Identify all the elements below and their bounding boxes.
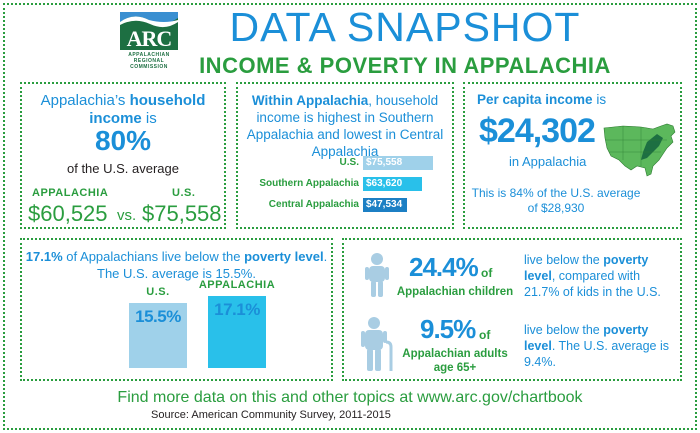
household-intro-bold: household income — [89, 92, 206, 127]
regional-bar-label: Southern Appalachia — [259, 178, 359, 189]
per-capita-label-bold: Per capita income — [477, 92, 593, 107]
per-capita-panel: Per capita income is $24,302 in Appalach… — [463, 82, 682, 229]
poverty-column-label: APPALACHIA — [198, 279, 276, 291]
regional-bar: $75,558 — [363, 156, 433, 170]
page-subtitle: INCOME & POVERTY IN APPALACHIA — [199, 53, 611, 78]
poverty-panel: 17.1% of Appalachians live below the pov… — [20, 238, 333, 381]
poverty-groups-panel: 24.4% of Appalachian children live below… — [342, 238, 682, 381]
regional-bar-value: $63,620 — [366, 178, 403, 189]
poverty-column: 17.1% — [208, 296, 266, 368]
seniors-desc-post: . The U.S. average is 9.4%. — [524, 339, 669, 369]
child-icon — [365, 253, 389, 297]
regional-bar-value: $47,534 — [366, 199, 403, 210]
seniors-desc-pre: live below the — [524, 323, 604, 337]
children-desc: live below the poverty level, compared w… — [524, 252, 676, 300]
seniors-who: Appalachian adults age 65+ — [402, 348, 508, 374]
us-income: $75,558 — [142, 201, 222, 226]
regional-bar: $47,534 — [363, 198, 408, 212]
household-percent: 80% — [94, 125, 152, 156]
logo-wave-icon — [120, 12, 178, 28]
poverty-column-value: 17.1% — [214, 300, 260, 319]
children-of: of — [481, 266, 493, 280]
senior-with-cane-icon — [361, 317, 393, 371]
poverty-column: 15.5% — [129, 302, 187, 368]
infographic-border — [3, 3, 697, 430]
household-income-panel: Appalachia’s household income is 80% of … — [20, 82, 226, 229]
arc-logo: ARC APPALACHIAN REGIONAL COMMISSION — [120, 12, 178, 74]
regional-intro-bold: Within Appalachia — [251, 93, 369, 108]
seniors-desc: live below the poverty level. The U.S. a… — [524, 322, 676, 370]
seniors-of: of — [479, 328, 491, 342]
poverty-intro-bold1: 17.1% — [25, 249, 63, 264]
page-title: DATA SNAPSHOT — [229, 4, 581, 50]
household-intro-pre: Appalachia’s — [40, 92, 130, 109]
us-label: U.S. — [172, 187, 196, 199]
poverty-intro: 17.1% of Appalachians live below the pov… — [22, 248, 331, 282]
regional-bar-label: U.S. — [339, 157, 359, 168]
poverty-column-label: U.S. — [146, 285, 170, 298]
poverty-intro-end: . The U.S. average is 15.5%. — [97, 249, 328, 281]
per-capita-label-rest: is — [592, 92, 607, 107]
appalachia-label: APPALACHIA — [32, 187, 109, 199]
versus-text: vs. — [117, 207, 137, 224]
poverty-intro-bold2: poverty level — [244, 249, 324, 264]
seniors-desc-bold: poverty level — [524, 323, 649, 353]
appalachia-income: $60,525 — [28, 201, 108, 226]
logo-band: ARC — [120, 12, 178, 50]
household-intro: Appalachia’s household income is — [22, 92, 224, 128]
logo-subtext: APPALACHIAN REGIONAL COMMISSION — [128, 52, 170, 70]
regional-intro-rest: , household income is highest in Souther… — [246, 93, 444, 159]
per-capita-label: Per capita income is — [477, 92, 606, 107]
regional-bar-value: $75,558 — [366, 157, 403, 168]
regional-bar: $63,620 — [363, 177, 422, 191]
children-desc-bold: poverty level — [524, 253, 649, 283]
seniors-percent: 9.5% — [420, 314, 476, 344]
poverty-intro-mid: of Appalachians live below the — [62, 249, 245, 264]
household-caption: of the U.S. average — [66, 161, 179, 176]
per-capita-where: in Appalachia — [509, 154, 587, 169]
per-capita-note: This is 84% of the U.S. average of $28,9… — [471, 186, 641, 215]
per-capita-value: $24,302 — [479, 112, 596, 150]
regional-intro: Within Appalachia, household income is h… — [238, 92, 452, 160]
regional-income-panel: Within Appalachia, household income is h… — [236, 82, 454, 229]
logo-text: ARC — [126, 26, 173, 50]
household-intro-post: is — [141, 110, 157, 127]
footer-more-data: Find more data on this and other topics … — [117, 389, 583, 406]
regional-bar-label: Central Appalachia — [268, 199, 359, 210]
us-map-icon — [603, 123, 676, 177]
source-citation: Source: American Community Survey, 2011-… — [151, 409, 391, 421]
children-desc-post: , compared with 21.7% of kids in the U.S… — [524, 269, 661, 299]
children-percent: 24.4% — [409, 252, 479, 282]
children-desc-pre: live below the — [524, 253, 604, 267]
poverty-column-value: 15.5% — [135, 306, 181, 326]
children-who: Appalachian children — [396, 286, 514, 298]
